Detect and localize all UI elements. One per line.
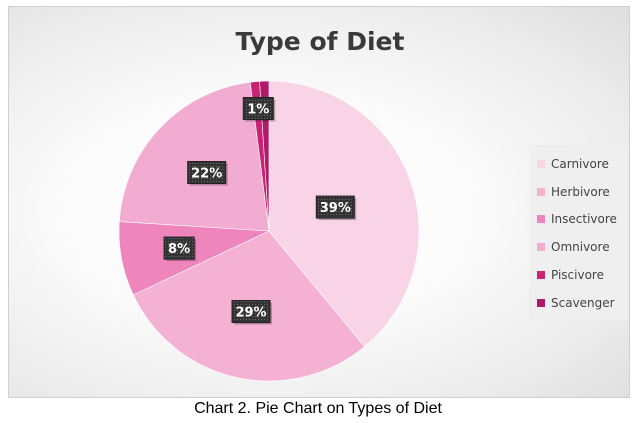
legend-label: Scavenger — [551, 295, 615, 310]
legend-label: Herbivore — [551, 184, 610, 199]
legend-label: Carnivore — [551, 156, 609, 171]
legend-swatch — [537, 215, 545, 224]
legend-item-herbivore: Herbivore — [529, 178, 629, 206]
data-label-piscivore: 1% — [242, 97, 276, 122]
legend-swatch — [537, 187, 545, 196]
legend-swatch — [537, 159, 545, 168]
pie-chart: 39% 29% 8% 22% 1% — [118, 80, 420, 382]
legend: Carnivore Herbivore Insectivore Omnivore Pis… — [529, 145, 629, 320]
data-label-omnivore: 22% — [187, 161, 228, 186]
legend-label: Insectivore — [551, 212, 617, 227]
legend-swatch — [537, 243, 545, 252]
pie-slice-omnivore — [118, 81, 270, 232]
data-label-carnivore: 39% — [315, 195, 357, 221]
legend-item-omnivore: Omnivore — [529, 233, 629, 261]
chart-area: 39% 29% 8% 22% 1% Type of Diet Carnivore Herb… — [8, 6, 630, 398]
data-label-insectivore: 8% — [163, 236, 197, 262]
data-label-text: 29% — [235, 306, 266, 321]
data-label-herbivore: 29% — [231, 300, 272, 325]
legend-item-insectivore: Insectivore — [529, 206, 629, 234]
legend-label: Omnivore — [551, 240, 610, 255]
legend-item-carnivore: Carnivore — [529, 150, 629, 178]
legend-swatch — [537, 271, 545, 280]
figure-caption: Chart 2. Pie Chart on Types of Diet — [194, 400, 442, 417]
legend-item-scavenger: Scavenger — [529, 289, 629, 317]
data-label-text: 8% — [168, 242, 190, 257]
data-label-text: 22% — [191, 167, 222, 182]
legend-label: Piscivore — [551, 268, 604, 283]
data-label-text: 1% — [247, 103, 269, 118]
chart-title: Type of Diet — [235, 27, 405, 56]
legend-item-piscivore: Piscivore — [529, 261, 629, 289]
legend-swatch — [537, 298, 545, 307]
data-label-text: 39% — [320, 201, 351, 216]
